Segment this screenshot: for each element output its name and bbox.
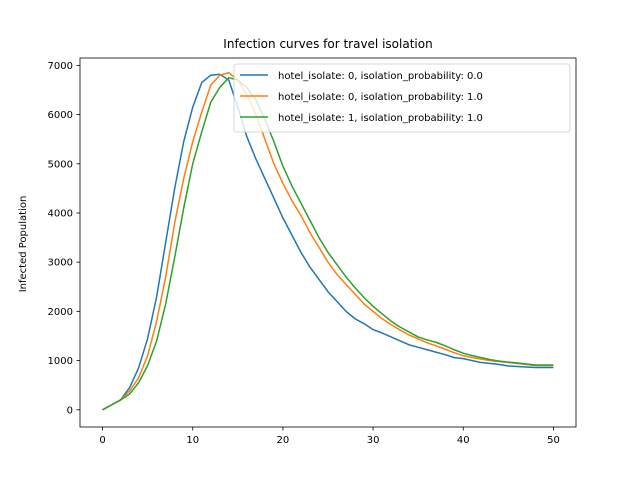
legend-label-2: hotel_isolate: 0, isolation_probability:… [278, 92, 483, 103]
y-tick-label: 3000 [48, 258, 73, 269]
y-axis-label: Infected Population [18, 196, 29, 293]
y-tick-label: 0 [67, 405, 73, 416]
x-tick-label: 50 [547, 435, 560, 446]
series-line-1 [102, 73, 554, 411]
y-tick-label: 2000 [48, 307, 73, 318]
x-tick-label: 20 [277, 435, 290, 446]
legend-label-3: hotel_isolate: 1, isolation_probability:… [278, 113, 483, 124]
y-tick-label: 1000 [48, 356, 73, 367]
series-line-2 [102, 72, 554, 411]
axes: 0 10 20 30 40 50 0 1000 2000 3000 4000 5000 6000 7000 [48, 57, 577, 446]
legend: hotel_isolate: 0, isolation_probability:… [233, 63, 571, 133]
legend-label-1: hotel_isolate: 0, isolation_probability:… [278, 71, 483, 82]
y-tick-label: 5000 [48, 159, 73, 170]
plot-frame [79, 57, 577, 428]
legend-box [233, 63, 571, 133]
plot-area [102, 72, 554, 411]
y-tick-label: 6000 [48, 110, 73, 121]
x-tick-label: 30 [367, 435, 380, 446]
chart-title: Infection curves for travel isolation [223, 37, 432, 51]
y-tick-label: 7000 [48, 61, 73, 72]
y-tick-label: 4000 [48, 208, 73, 219]
series-line-3 [102, 76, 554, 411]
x-tick-label: 10 [186, 435, 199, 446]
x-tick-label: 40 [457, 435, 470, 446]
x-tick-label: 0 [99, 435, 105, 446]
